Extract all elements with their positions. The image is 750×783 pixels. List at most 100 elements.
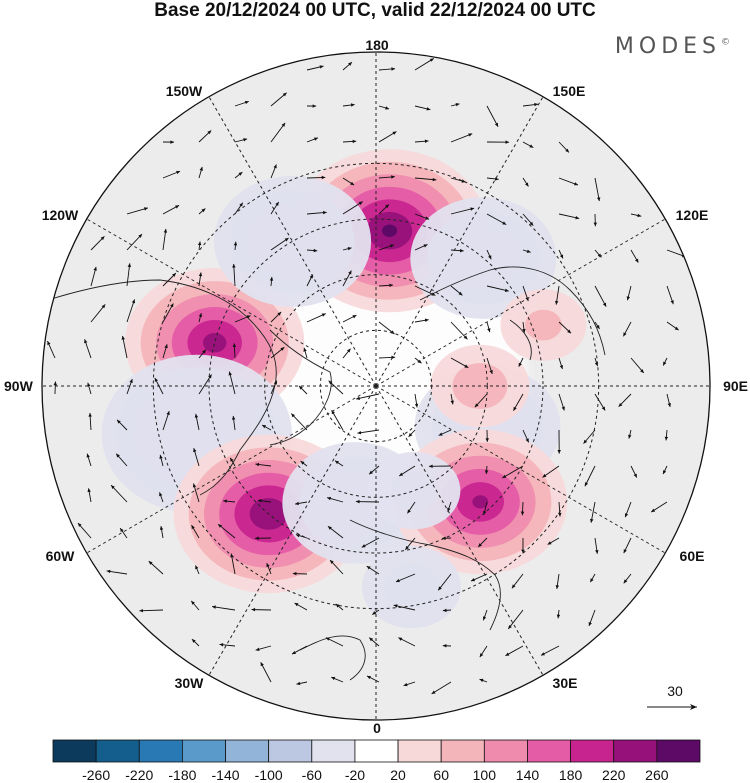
wind-vector-head bbox=[346, 348, 351, 353]
wind-vector bbox=[329, 559, 344, 575]
colorbar-segment-9 bbox=[440, 739, 485, 763]
colorbar-tick-label: -20 bbox=[345, 767, 365, 783]
wind-vector bbox=[594, 285, 607, 307]
wind-vector bbox=[486, 105, 499, 127]
wind-vector bbox=[650, 501, 668, 513]
wind-vector-head bbox=[626, 296, 631, 301]
wind-vector bbox=[119, 527, 128, 539]
wind-vector bbox=[270, 164, 277, 179]
wind-vector-head bbox=[559, 365, 564, 370]
wind-vector bbox=[162, 272, 177, 287]
wind-vector-head bbox=[100, 236, 105, 241]
wind-vectors bbox=[47, 58, 687, 695]
wind-vector bbox=[437, 573, 452, 591]
wind-vector bbox=[366, 565, 380, 575]
wind-vector bbox=[342, 314, 357, 323]
wind-vector bbox=[139, 608, 164, 613]
wind-vector-head bbox=[511, 584, 516, 589]
wind-vector-head bbox=[590, 518, 594, 523]
wind-vector bbox=[327, 525, 344, 539]
wind-vector bbox=[584, 465, 596, 487]
wind-vector-head bbox=[393, 604, 398, 608]
wind-vector bbox=[306, 210, 327, 215]
coastline-north-america bbox=[47, 279, 277, 496]
wind-vector-head bbox=[352, 139, 357, 144]
wind-vector-head bbox=[505, 140, 510, 144]
colorbar-segment-1 bbox=[95, 739, 140, 763]
wind-vector-head bbox=[601, 406, 606, 411]
wind-vector-head bbox=[574, 182, 579, 186]
wind-vector bbox=[482, 609, 488, 621]
wind-vector bbox=[270, 237, 289, 251]
wind-vector bbox=[593, 213, 598, 227]
wind-vector-head bbox=[319, 65, 324, 69]
meridian-240 bbox=[86, 218, 377, 387]
wind-vector-head bbox=[565, 148, 569, 153]
wind-vector bbox=[90, 304, 106, 323]
wind-vector bbox=[228, 371, 236, 395]
wind-vector bbox=[630, 465, 638, 478]
wind-vector bbox=[266, 562, 272, 575]
wind-vector bbox=[328, 380, 344, 395]
wind-vector bbox=[547, 537, 560, 545]
wind-vector-head bbox=[277, 311, 282, 316]
colorbar-tick-label: -260 bbox=[82, 767, 110, 783]
wind-vector-head bbox=[588, 621, 592, 626]
wind-vector bbox=[270, 201, 280, 215]
wind-vector bbox=[270, 122, 286, 143]
colorbar-segment-4 bbox=[225, 739, 270, 763]
wind-vector bbox=[558, 357, 564, 370]
wind-vector bbox=[414, 177, 437, 182]
wind-vector-head bbox=[561, 406, 565, 411]
wind-vector-head bbox=[143, 207, 148, 211]
wind-vector bbox=[90, 236, 105, 251]
anomaly-11 bbox=[367, 452, 461, 530]
meridian-120 bbox=[375, 218, 666, 387]
wind-vector bbox=[126, 378, 133, 395]
wind-vector-head bbox=[312, 104, 317, 108]
wind-vector bbox=[219, 643, 236, 647]
wind-vector bbox=[296, 681, 308, 686]
wind-vector bbox=[450, 321, 468, 340]
wind-vector bbox=[522, 177, 529, 187]
wind-vector bbox=[556, 609, 561, 619]
wind-vector bbox=[115, 453, 128, 467]
wind-vector-head bbox=[93, 266, 97, 271]
wind-vector bbox=[126, 263, 132, 287]
wind-vector-head bbox=[335, 603, 340, 608]
wind-vector bbox=[486, 249, 492, 260]
wind-vector bbox=[414, 105, 431, 111]
wind-vector bbox=[195, 565, 200, 575]
wind-vector-head bbox=[425, 216, 430, 220]
wind-vector bbox=[342, 270, 352, 287]
wind-vector bbox=[116, 419, 128, 431]
wind-vector bbox=[192, 483, 200, 503]
wind-vector-head bbox=[663, 361, 667, 366]
wind-vector-head bbox=[426, 107, 431, 111]
wind-vector bbox=[407, 501, 416, 514]
wind-vector-head bbox=[192, 483, 197, 488]
wind-vector bbox=[624, 501, 632, 518]
wind-vector bbox=[450, 102, 460, 107]
wind-vector bbox=[623, 537, 632, 554]
wind-vector-head bbox=[529, 144, 534, 148]
wind-vector-head bbox=[219, 643, 224, 647]
wind-vector-head bbox=[154, 377, 159, 382]
wind-vector bbox=[90, 266, 97, 287]
wind-vector bbox=[403, 681, 416, 687]
wind-vector bbox=[234, 315, 251, 323]
wind-vector bbox=[594, 537, 599, 554]
wind-vector-head bbox=[251, 607, 256, 612]
wind-vector bbox=[162, 410, 170, 431]
wind-vector-shaft bbox=[212, 606, 236, 611]
wind-vector bbox=[342, 61, 353, 71]
wind-vector-head bbox=[670, 300, 674, 305]
wind-vector bbox=[198, 166, 203, 179]
wind-vector-head bbox=[101, 304, 106, 309]
wind-vector bbox=[331, 676, 344, 683]
wind-vector-shaft bbox=[356, 393, 380, 400]
anomaly-12 bbox=[500, 289, 587, 361]
wind-vector bbox=[558, 177, 579, 186]
wind-vector bbox=[518, 357, 524, 367]
meridian-60 bbox=[375, 385, 666, 554]
